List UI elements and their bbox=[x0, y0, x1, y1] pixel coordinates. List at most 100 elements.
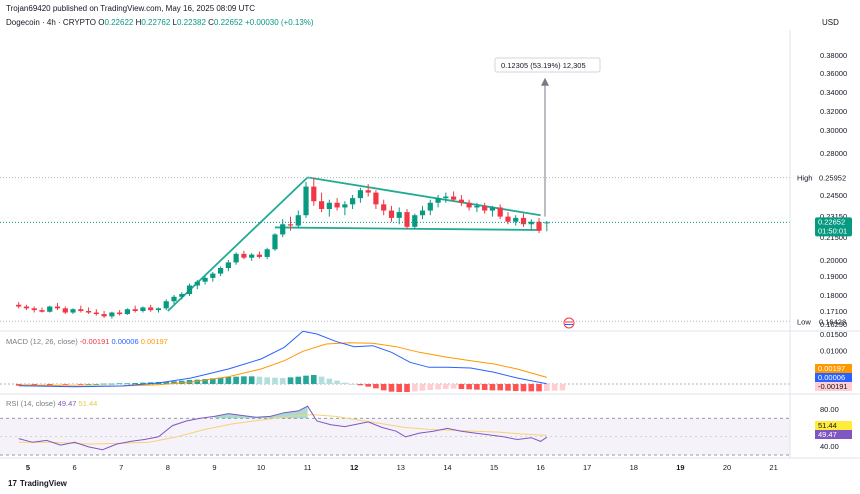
low-value: 0.22382 bbox=[176, 18, 206, 27]
macd-histogram-bar bbox=[109, 383, 115, 385]
candle-body bbox=[505, 216, 511, 222]
candle-body bbox=[427, 202, 433, 211]
macd-histogram-bar bbox=[163, 381, 170, 384]
macd-tick-label: 0.01500 bbox=[820, 330, 847, 339]
rsi-legend[interactable]: RSI (14, close) 49.47 51.44 bbox=[6, 399, 97, 408]
time-tick-label: 7 bbox=[119, 463, 123, 472]
macd-histogram-bar bbox=[497, 384, 503, 391]
macd-histogram-bar bbox=[505, 384, 511, 391]
macd-histogram-bar bbox=[481, 384, 488, 390]
last-price-tag bbox=[815, 217, 852, 237]
candle-body bbox=[171, 296, 177, 302]
candle-body bbox=[303, 186, 309, 216]
flag-upper-line bbox=[307, 176, 541, 217]
macd-histogram-bar bbox=[264, 377, 270, 384]
macd-histogram-bar bbox=[536, 384, 542, 392]
macd-histogram-bar bbox=[70, 384, 76, 385]
macd-name[interactable]: MACD (12, 26, close) bbox=[6, 337, 78, 346]
macd-histogram-bar bbox=[124, 383, 131, 385]
candle-body bbox=[202, 277, 208, 282]
candle-body bbox=[194, 281, 200, 286]
price-tick-label: 0.20000 bbox=[820, 256, 847, 265]
symbol-name[interactable]: Dogecoin · 4h · CRYPTO bbox=[6, 18, 96, 27]
macd-histogram-bar bbox=[272, 377, 278, 384]
candle-body bbox=[466, 202, 472, 208]
candle-body bbox=[249, 254, 255, 258]
macd-histogram-bar bbox=[248, 376, 255, 384]
price-tick-label: 0.21500 bbox=[820, 233, 847, 242]
macd-last-value: 0.00006 bbox=[818, 373, 845, 382]
macd-histogram-bar bbox=[559, 384, 566, 391]
candle-body bbox=[435, 198, 441, 203]
rsi-line bbox=[18, 405, 548, 451]
measure-label: 0.12305 (53.19%) 12,305 bbox=[501, 61, 586, 70]
time-tick-label: 10 bbox=[257, 463, 265, 472]
candle-body bbox=[311, 186, 317, 202]
candle-body bbox=[39, 310, 45, 312]
macd-histogram-bar bbox=[217, 377, 224, 384]
candle-body bbox=[287, 224, 294, 226]
macd-histogram-bar bbox=[233, 376, 239, 384]
time-tick-label: 15 bbox=[490, 463, 498, 472]
macd-histogram-bar bbox=[512, 384, 519, 391]
macd-histogram-bar bbox=[85, 384, 92, 385]
macd-histogram-bar bbox=[357, 384, 364, 386]
macd-histogram-bar bbox=[334, 380, 340, 384]
rsi-last-tag bbox=[815, 421, 852, 430]
rsi-value: 49.47 bbox=[57, 399, 77, 408]
candle-body bbox=[404, 212, 410, 227]
macd-histogram-bar bbox=[171, 381, 177, 384]
candle-body bbox=[388, 210, 395, 218]
candle-body bbox=[528, 221, 534, 225]
candle-body bbox=[186, 285, 193, 295]
macd-histogram-bar bbox=[342, 382, 348, 384]
rsi-name[interactable]: RSI (14, close) bbox=[6, 399, 56, 408]
time-tick-label: 9 bbox=[212, 463, 216, 472]
macd-histogram-bar bbox=[54, 384, 61, 385]
macd-histogram-bar bbox=[388, 384, 395, 392]
macd-histogram-bar bbox=[295, 376, 302, 384]
macd-tick-label: 0.01000 bbox=[820, 347, 847, 356]
tradingview-logo-icon: 17 bbox=[8, 479, 17, 488]
time-tick-label: 14 bbox=[443, 463, 451, 472]
candle-body bbox=[233, 253, 239, 263]
macd-histogram-bar bbox=[140, 382, 146, 384]
macd-histogram-bar bbox=[279, 378, 286, 384]
macd-histogram-bar bbox=[101, 383, 107, 385]
price-axis[interactable]: 0.38000 0.36000 0.34000 0.32000 0.30000 0.280… bbox=[789, 30, 852, 458]
rsi-tick-label: 40.00 bbox=[820, 442, 839, 451]
rsi-last-value: 49.47 bbox=[818, 430, 837, 439]
time-axis[interactable]: 5 6 7 8 9 10 11 12 13 14 15 16 17 18 19 20 21 bbox=[0, 457, 860, 472]
low-label: Low bbox=[797, 317, 811, 326]
countdown-value: 01:50:01 bbox=[818, 226, 847, 235]
candle-body bbox=[450, 196, 457, 200]
candle-body bbox=[163, 301, 169, 309]
bull-flag-pattern[interactable]: 0.12305 (53.19%) 12,305 bbox=[167, 57, 601, 312]
candle-body bbox=[334, 202, 340, 208]
us-flag-icon bbox=[563, 317, 575, 329]
candle-body bbox=[241, 253, 247, 258]
candle-body bbox=[489, 207, 496, 211]
candle-body bbox=[264, 249, 270, 257]
tradingview-brand[interactable]: 17 TradingView bbox=[8, 479, 67, 488]
change-value: +0.00030 (+0.13%) bbox=[245, 18, 314, 27]
price-tick-label: 0.19000 bbox=[820, 272, 847, 281]
macd-legend[interactable]: MACD (12, 26, close) -0.00191 0.00006 0.… bbox=[6, 337, 168, 346]
candle-body bbox=[326, 202, 332, 209]
macd-histogram-bar bbox=[474, 384, 480, 390]
price-tick-label: 0.23150 bbox=[820, 212, 847, 221]
open-label: O bbox=[98, 18, 105, 27]
macd-histogram-bar bbox=[380, 384, 387, 391]
candle-body bbox=[109, 312, 115, 317]
macd-histogram-bar bbox=[287, 377, 294, 384]
price-tick-label: 0.34000 bbox=[820, 88, 847, 97]
currency-label[interactable]: USD bbox=[822, 18, 839, 27]
time-tick-label: 16 bbox=[536, 463, 544, 472]
macd-histogram-bar bbox=[202, 379, 208, 384]
candle-body bbox=[132, 309, 138, 311]
candle-body bbox=[148, 307, 154, 311]
rsi-ma-value: 51.44 bbox=[78, 399, 98, 408]
candle-body bbox=[256, 254, 263, 257]
candle-body bbox=[513, 217, 519, 222]
